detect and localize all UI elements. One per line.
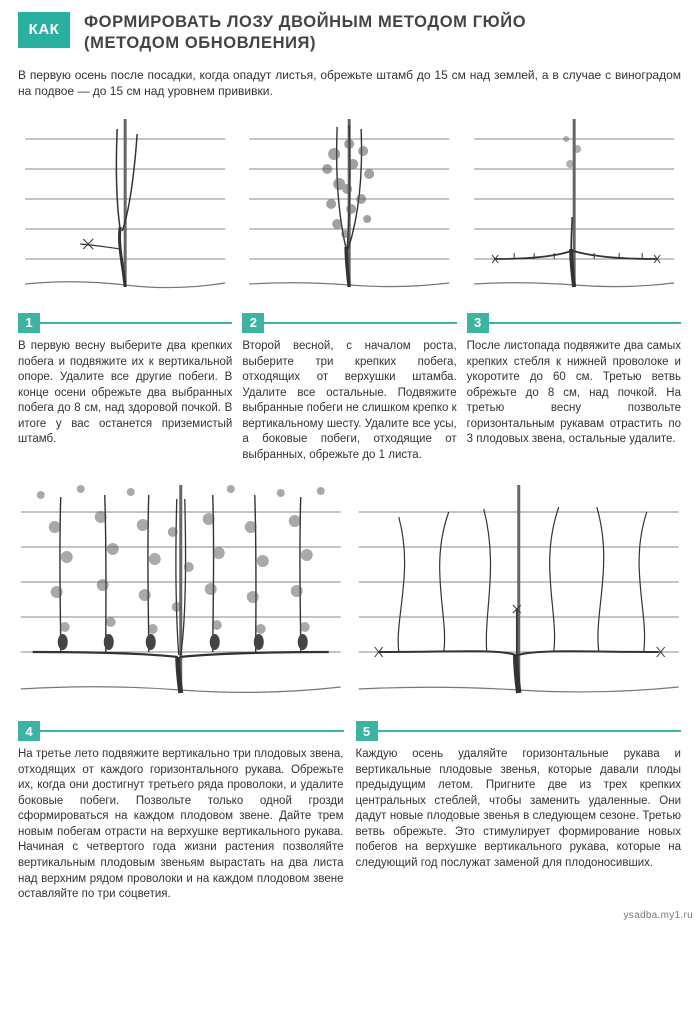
step-2-bar: 2 [242, 313, 456, 333]
step-5: 5 Каждую осень удаляйте горизонтальные р… [356, 477, 682, 902]
illustration-4 [18, 477, 344, 717]
illustration-2 [242, 109, 456, 309]
step-4-line [40, 730, 344, 732]
step-5-bar: 5 [356, 721, 682, 741]
step-number-1: 1 [18, 313, 40, 333]
step-1: 1 В первую весну выберите два крепких по… [18, 109, 232, 463]
step-number-3: 3 [467, 313, 489, 333]
step-2: 2 Второй весной, с началом роста, выбери… [242, 109, 456, 463]
title-line-2: (МЕТОДОМ ОБНОВЛЕНИЯ) [84, 33, 681, 54]
page-title: ФОРМИРОВАТЬ ЛОЗУ ДВОЙНЫМ МЕТОДОМ ГЮЙО (М… [84, 12, 681, 55]
step-3-line [489, 322, 681, 324]
header: КАК ФОРМИРОВАТЬ ЛОЗУ ДВОЙНЫМ МЕТОДОМ ГЮЙ… [18, 12, 681, 55]
step-4-text: На третье лето подвяжите вертикально три… [18, 747, 344, 902]
step-4-bar: 4 [18, 721, 344, 741]
step-1-line [40, 322, 232, 324]
step-3-bar: 3 [467, 313, 681, 333]
intro-text: В первую осень после посадки, когда опад… [18, 67, 681, 99]
step-number-4: 4 [18, 721, 40, 741]
step-1-text: В первую весну выберите два крепких побе… [18, 339, 232, 448]
how-badge: КАК [18, 12, 70, 48]
step-4: 4 На третье лето подвяжите вертикально т… [18, 477, 344, 902]
step-number-2: 2 [242, 313, 264, 333]
step-1-bar: 1 [18, 313, 232, 333]
step-2-text: Второй весной, с началом роста, выберите… [242, 339, 456, 463]
illustration-1 [18, 109, 232, 309]
illustration-3 [467, 109, 681, 309]
title-line-1: ФОРМИРОВАТЬ ЛОЗУ ДВОЙНЫМ МЕТОДОМ ГЮЙО [84, 12, 681, 33]
illustration-5 [356, 477, 682, 717]
illustration-row-bottom: 4 На третье лето подвяжите вертикально т… [18, 477, 681, 902]
step-5-text: Каждую осень удаляйте горизонтальные рук… [356, 747, 682, 871]
step-5-line [378, 730, 682, 732]
step-number-5: 5 [356, 721, 378, 741]
step-3: 3 После листопада подвяжите два самых кр… [467, 109, 681, 463]
step-2-line [264, 322, 456, 324]
step-3-text: После листопада подвяжите два самых креп… [467, 339, 681, 448]
watermark: ysadba.my1.ru [624, 909, 694, 923]
illustration-row-top: 1 В первую весну выберите два крепких по… [18, 109, 681, 463]
